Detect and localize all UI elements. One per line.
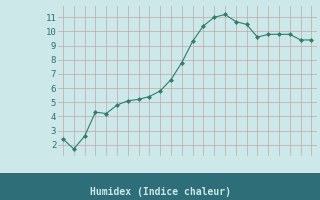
Text: Humidex (Indice chaleur): Humidex (Indice chaleur) — [90, 187, 230, 197]
